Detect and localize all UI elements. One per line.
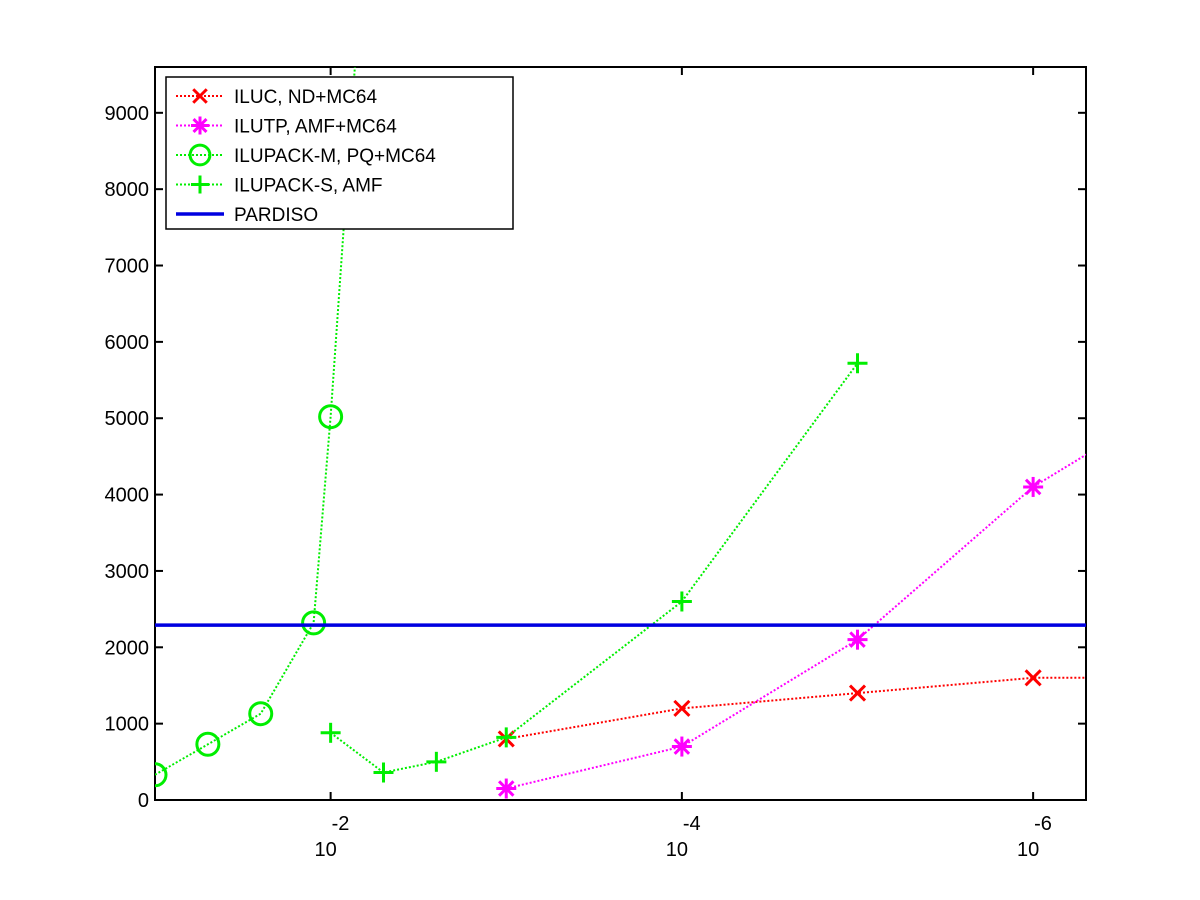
- data-point-marker: [671, 591, 692, 612]
- data-point-marker: [848, 684, 867, 702]
- legend-label: ILUPACK-M, PQ+MC64: [234, 146, 436, 167]
- data-point-marker: [847, 353, 868, 374]
- series-line: [155, 67, 356, 776]
- data-point-marker: [248, 701, 274, 727]
- legend-label: ILUTP, AMF+MC64: [234, 117, 397, 138]
- y-tick-label: 1000: [105, 714, 150, 736]
- marker-stroke: [192, 88, 208, 104]
- legend-item: ILUC, ND+MC64: [176, 87, 377, 108]
- marker-stroke: [848, 684, 867, 702]
- series-1: [496, 453, 1086, 799]
- legend: ILUC, ND+MC64 ILUTP, AMF+MC64 ILUPACK-M, P…: [165, 76, 514, 230]
- x-tick-label-exponent: -2: [332, 813, 350, 835]
- legend-item: ILUTP, AMF+MC64: [176, 116, 397, 138]
- y-tick-label: 8000: [105, 179, 150, 201]
- y-tick-label: 2000: [105, 637, 150, 659]
- legend-box: [165, 76, 514, 230]
- x-tick-label-exponent: -4: [683, 813, 701, 835]
- data-point-marker: [426, 751, 447, 772]
- data-point-marker: [301, 610, 327, 636]
- legend-marker: [192, 88, 208, 104]
- legend-marker: [191, 116, 209, 135]
- data-point-marker: [1023, 476, 1044, 497]
- marker-stroke: [1024, 478, 1042, 496]
- x-tick-label-base: 10: [666, 839, 688, 861]
- y-tick-label: 6000: [105, 332, 150, 354]
- x-tick-label-exponent: -6: [1034, 813, 1052, 835]
- y-tick-label: 5000: [105, 408, 150, 430]
- series-layer: [155, 67, 1086, 799]
- y-tick-label: 7000: [105, 256, 150, 278]
- x-tick-label-base: 10: [315, 839, 337, 861]
- data-point-marker: [373, 762, 394, 783]
- marker-stroke: [849, 631, 866, 648]
- series-line: [506, 453, 1086, 790]
- marker-stroke: [673, 699, 691, 717]
- legend-item: ILUPACK-S, AMF: [176, 175, 383, 197]
- axis-ticks: 0 1000 2000 3000 4000 5000 6000 7000 8000 9000 10 -…: [105, 67, 1086, 861]
- marker-stroke: [497, 780, 515, 797]
- legend-label: ILUPACK-S, AMF: [234, 176, 383, 197]
- data-point-marker: [673, 699, 691, 717]
- y-tick-label: 9000: [105, 103, 150, 125]
- x-tick-label-base: 10: [1017, 839, 1039, 861]
- data-point-marker: [1024, 669, 1042, 687]
- marker-stroke: [1024, 669, 1042, 687]
- y-tick-label: 4000: [105, 485, 150, 507]
- data-point-marker: [496, 727, 517, 748]
- legend-label: PARDISO: [234, 205, 318, 226]
- y-tick-label: 0: [138, 790, 149, 812]
- marker-stroke: [673, 738, 691, 755]
- data-point-marker: [671, 736, 692, 757]
- legend-marker: [191, 175, 209, 194]
- marker-stroke: [192, 117, 208, 134]
- legend-item: PARDISO: [176, 205, 318, 226]
- data-point-marker: [318, 404, 344, 430]
- series-2: [155, 67, 356, 788]
- data-point-marker: [847, 629, 868, 650]
- data-point-marker: [195, 731, 221, 757]
- data-point-marker: [496, 778, 517, 799]
- legend-label: ILUC, ND+MC64: [234, 87, 377, 108]
- y-tick-label: 3000: [105, 561, 150, 583]
- series-line: [329, 362, 859, 774]
- series-3: [320, 353, 868, 783]
- legend-marker: [188, 143, 212, 167]
- data-point-marker: [320, 722, 341, 743]
- data-point-marker: [155, 762, 168, 788]
- legend-item: ILUPACK-M, PQ+MC64: [176, 143, 436, 167]
